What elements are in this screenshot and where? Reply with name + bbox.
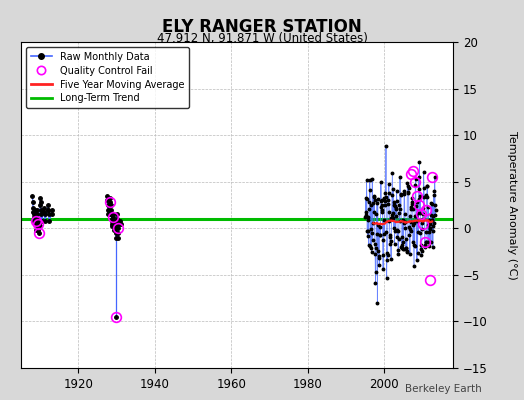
Legend: Raw Monthly Data, Quality Control Fail, Five Year Moving Average, Long-Term Tren: Raw Monthly Data, Quality Control Fail, … bbox=[26, 47, 189, 108]
Text: Berkeley Earth: Berkeley Earth bbox=[406, 384, 482, 394]
Text: 47.912 N, 91.871 W (United States): 47.912 N, 91.871 W (United States) bbox=[157, 32, 367, 45]
Text: ELY RANGER STATION: ELY RANGER STATION bbox=[162, 18, 362, 36]
Y-axis label: Temperature Anomaly (°C): Temperature Anomaly (°C) bbox=[507, 131, 517, 279]
